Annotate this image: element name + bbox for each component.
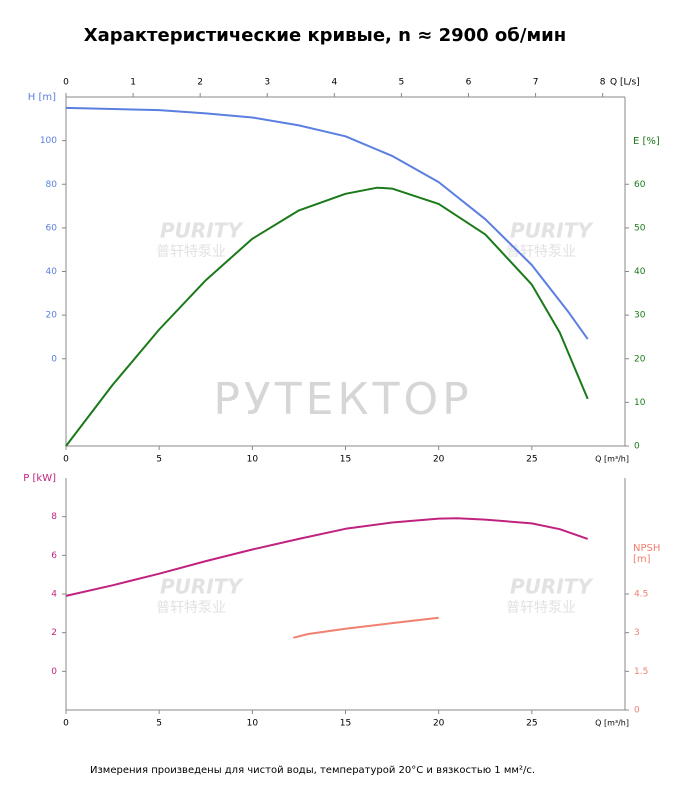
y-tick-label: 0 (51, 354, 57, 364)
y-tick-label: 20 (46, 311, 58, 321)
x-tick-label: 15 (340, 455, 351, 465)
y-tick-label: 100 (40, 136, 57, 146)
curve (293, 616, 439, 639)
y-tick-label: 40 (46, 267, 58, 277)
y2-tick-label: 0 (634, 442, 640, 452)
footnote: Измерения произведены для чистой воды, т… (90, 765, 535, 776)
x-axis-label: Q [m³/h] (595, 719, 629, 728)
y2-tick-label: 0 (634, 706, 640, 716)
title: Характеристические кривые, n ≈ 2900 об/м… (84, 25, 566, 46)
x2-tick-label: 0 (63, 78, 69, 88)
watermark-text: 普轩特泵业 (156, 244, 226, 260)
watermark-text: PURITY (510, 219, 594, 243)
y-tick-label: 0 (51, 667, 57, 677)
y-axis-label: P [kW] (23, 473, 56, 484)
x2-tick-label: 5 (399, 78, 405, 88)
x2-tick-label: 6 (466, 78, 472, 88)
y2-axis-label: [m] (633, 554, 651, 565)
x2-tick-label: 8 (600, 78, 606, 88)
x-tick-label: 25 (526, 455, 537, 465)
y2-tick-label: 20 (634, 354, 646, 364)
y-tick-label: 8 (51, 512, 57, 522)
y2-axis-label: NPSH (633, 543, 660, 554)
x-tick-label: 10 (247, 455, 259, 465)
x-tick-label: 5 (156, 455, 162, 465)
y2-tick-label: 1.5 (634, 667, 648, 677)
x-tick-label: 0 (63, 719, 69, 729)
y-tick-label: 60 (46, 223, 58, 233)
y2-tick-label: 60 (634, 180, 646, 190)
x2-tick-label: 3 (264, 78, 270, 88)
x-axis-label: Q [m³/h] (595, 455, 629, 464)
y-tick-label: 80 (46, 180, 58, 190)
watermark-text: 普轩特泵业 (506, 244, 576, 260)
y2-tick-label: 30 (634, 311, 646, 321)
watermark-text: PURITY (510, 575, 594, 599)
y-tick-label: 6 (51, 551, 57, 561)
y2-tick-label: 50 (634, 223, 646, 233)
x2-tick-label: 2 (197, 78, 203, 88)
x-tick-label: 5 (156, 719, 162, 729)
x-tick-label: 10 (247, 719, 259, 729)
x-tick-label: 20 (433, 455, 445, 465)
y-axis-label: H [m] (28, 92, 56, 103)
y-tick-label: 4 (51, 590, 57, 600)
y2-tick-label: 3 (634, 628, 640, 638)
curve (65, 186, 589, 447)
curve (65, 517, 589, 597)
x2-axis-label: Q [L/s] (610, 78, 640, 88)
y2-tick-label: 10 (634, 398, 646, 408)
y2-tick-label: 4.5 (634, 590, 648, 600)
y2-axis-label: E [%] (633, 136, 660, 147)
x-tick-label: 0 (63, 455, 69, 465)
watermark-text: 普轩特泵业 (156, 600, 226, 616)
x2-tick-label: 1 (130, 78, 136, 88)
x-tick-label: 25 (526, 719, 537, 729)
x2-tick-label: 7 (533, 78, 539, 88)
watermark-text: PURITY (160, 575, 244, 599)
watermark-text: PURITY (160, 219, 244, 243)
watermark: PURITY 普轩特泵业 PURITY 普轩特泵业 PURITY 普轩特泵业 P… (156, 219, 594, 617)
x2-tick-label: 4 (331, 78, 337, 88)
x-tick-label: 15 (340, 719, 351, 729)
curve (65, 106, 589, 340)
y-tick-label: 2 (51, 628, 57, 638)
watermark-text: РУТЕКТОР (213, 374, 472, 425)
watermark-text: 普轩特泵业 (506, 600, 576, 616)
x-tick-label: 20 (433, 719, 445, 729)
y2-tick-label: 40 (634, 267, 646, 277)
